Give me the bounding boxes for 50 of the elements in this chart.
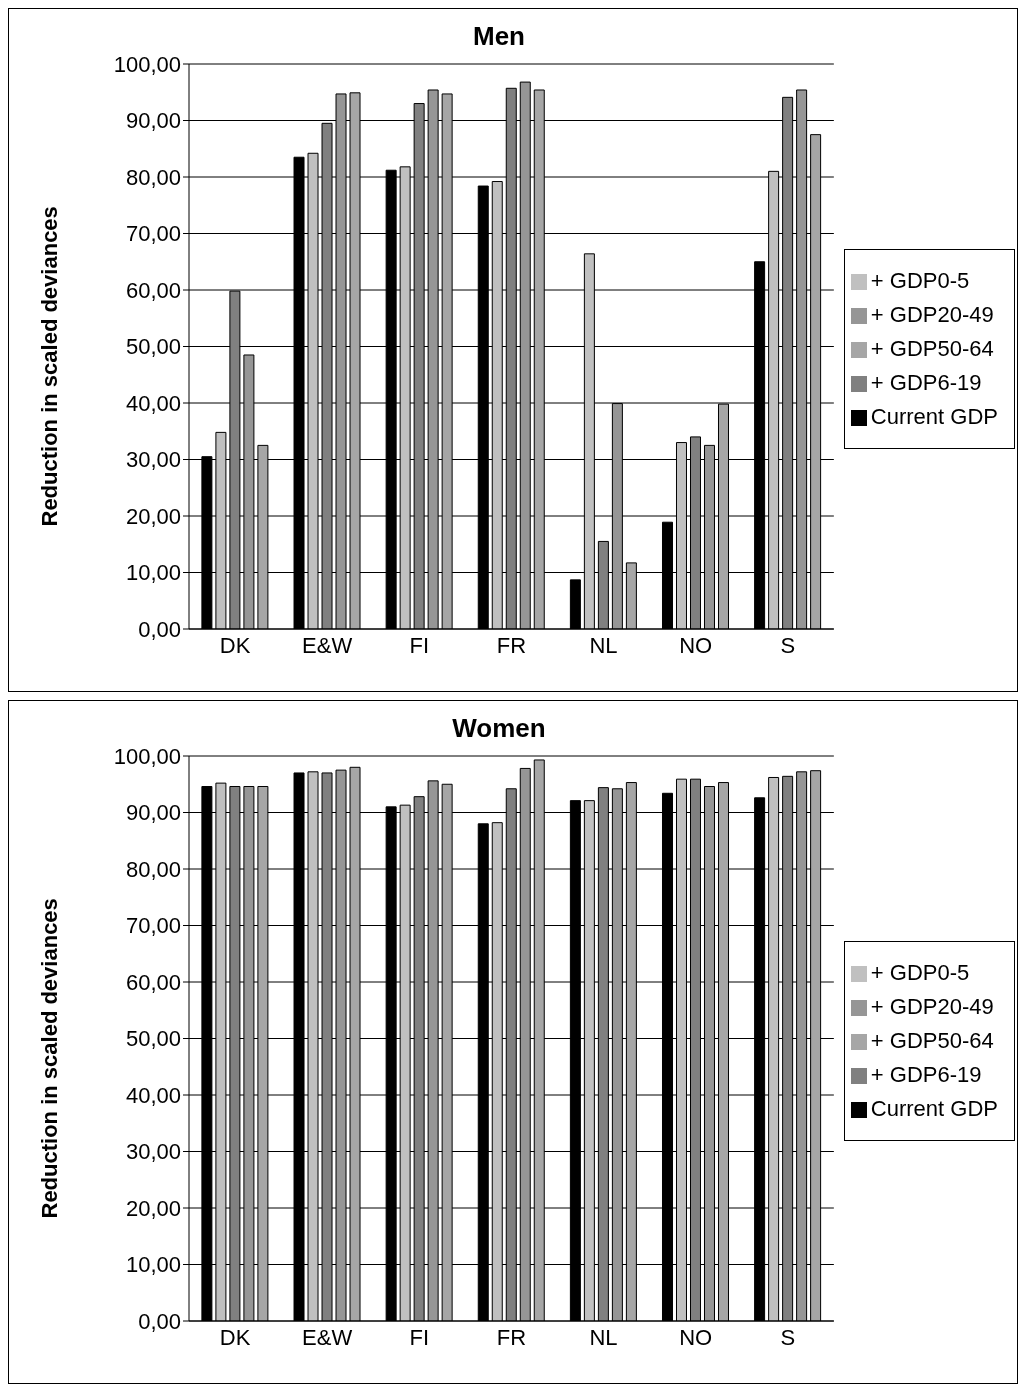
y-tick-label: 90,00 bbox=[125, 800, 181, 826]
y-tick-label: 80,00 bbox=[125, 164, 181, 190]
y-tick-label: 60,00 bbox=[125, 969, 181, 995]
y-tick-label: 40,00 bbox=[125, 1082, 181, 1108]
y-tick-label: 0,00 bbox=[138, 616, 181, 642]
y-tick-label: 70,00 bbox=[125, 913, 181, 939]
legend-label: + GDP0-5 bbox=[870, 960, 970, 985]
legend-label: Current GDP bbox=[870, 404, 998, 429]
legend-label: + GDP6-19 bbox=[870, 1062, 982, 1087]
chart-title: Men bbox=[472, 21, 526, 52]
y-tick-label: 70,00 bbox=[125, 221, 181, 247]
x-tick-label: DK bbox=[219, 632, 251, 658]
legend-label: + GDP50-64 bbox=[870, 1028, 994, 1053]
y-tick-label: 50,00 bbox=[125, 334, 181, 360]
y-tick-label: 20,00 bbox=[125, 503, 181, 529]
y-tick-label: 100,00 bbox=[113, 51, 181, 77]
legend-label: Current GDP bbox=[870, 1096, 998, 1121]
y-axis-title: Reduction in scaled deviances bbox=[36, 898, 62, 1219]
x-tick-label: DK bbox=[219, 1324, 251, 1350]
y-tick-label: 10,00 bbox=[125, 1252, 181, 1278]
y-tick-label: 60,00 bbox=[125, 277, 181, 303]
x-tick-label: NO bbox=[679, 1324, 713, 1350]
y-tick-label: 50,00 bbox=[125, 1026, 181, 1052]
legend-label: + GDP6-19 bbox=[870, 370, 982, 395]
y-tick-label: 90,00 bbox=[125, 108, 181, 134]
x-tick-label: S bbox=[780, 632, 796, 658]
legend-label: + GDP50-64 bbox=[870, 336, 994, 361]
x-tick-label: E&W bbox=[302, 1324, 353, 1350]
x-tick-label: NL bbox=[589, 632, 618, 658]
y-tick-label: 0,00 bbox=[138, 1308, 181, 1334]
y-tick-label: 80,00 bbox=[125, 856, 181, 882]
y-tick-label: 10,00 bbox=[125, 560, 181, 586]
x-tick-label: E&W bbox=[302, 632, 353, 658]
x-tick-label: FR bbox=[496, 632, 527, 658]
y-tick-label: 30,00 bbox=[125, 447, 181, 473]
legend-label: + GDP20-49 bbox=[870, 994, 994, 1019]
legend-label: + GDP0-5 bbox=[870, 268, 970, 293]
x-tick-label: S bbox=[780, 1324, 796, 1350]
x-tick-label: NL bbox=[589, 1324, 618, 1350]
y-tick-label: 30,00 bbox=[125, 1139, 181, 1165]
y-axis-title: Reduction in scaled deviances bbox=[36, 206, 62, 527]
x-tick-label: FI bbox=[409, 1324, 430, 1350]
y-tick-label: 100,00 bbox=[113, 743, 181, 769]
x-tick-label: FR bbox=[496, 1324, 527, 1350]
y-tick-label: 40,00 bbox=[125, 390, 181, 416]
legend-label: + GDP20-49 bbox=[870, 302, 994, 327]
chart-title: Women bbox=[451, 713, 547, 744]
x-tick-label: NO bbox=[679, 632, 713, 658]
x-tick-label: FI bbox=[409, 632, 430, 658]
y-tick-label: 20,00 bbox=[125, 1195, 181, 1221]
